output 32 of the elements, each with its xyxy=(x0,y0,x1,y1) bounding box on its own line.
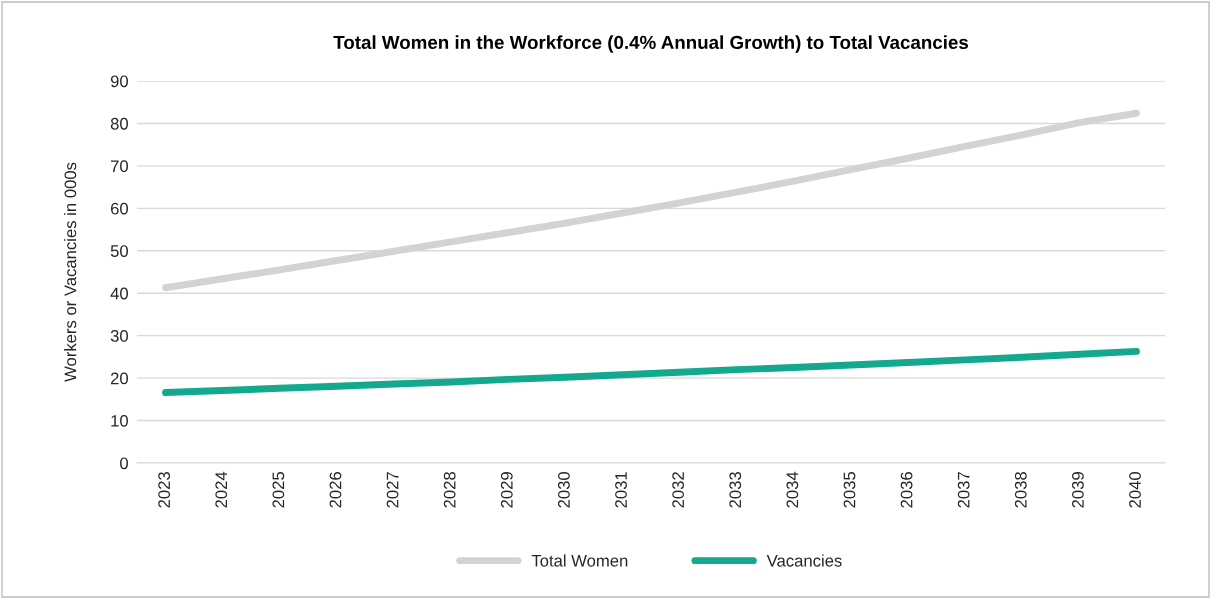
y-tick-label: 20 xyxy=(110,372,129,385)
x-tick-label: 2035 xyxy=(843,472,856,508)
x-tick-label: 2025 xyxy=(272,472,285,508)
x-tick-label: 2033 xyxy=(729,472,742,508)
x-tick-label: 2040 xyxy=(1129,471,1141,508)
x-tick-label: 2032 xyxy=(672,472,685,508)
x-tick-label: 2027 xyxy=(386,472,399,508)
x-tick-label: 2037 xyxy=(957,472,970,508)
y-tick-label: 40 xyxy=(110,287,129,300)
chart-title: Total Women in the Workforce (0.4% Annual Growth) to Total Vacancies xyxy=(333,35,969,53)
y-tick-label: 0 xyxy=(120,457,129,470)
y-tick-label: 60 xyxy=(110,202,129,215)
x-tick-label: 2028 xyxy=(443,472,456,508)
legend-label: Total Women xyxy=(531,554,628,567)
y-tick-label: 10 xyxy=(111,414,129,427)
x-tick-label: 2024 xyxy=(215,471,228,508)
y-tick-label: 30 xyxy=(110,330,129,342)
x-tick-label: 2034 xyxy=(786,471,799,508)
x-tick-label: 2039 xyxy=(1072,472,1084,508)
legend-label: Vacancies xyxy=(766,554,842,567)
y-tick-label: 70 xyxy=(110,160,129,173)
y-tick-label: 90 xyxy=(110,75,129,88)
y-tick-label: 50 xyxy=(110,245,129,257)
x-tick-label: 2029 xyxy=(500,472,513,508)
x-tick-label: 2036 xyxy=(900,472,913,508)
y-tick-label: 80 xyxy=(110,117,129,130)
x-tick-label: 2023 xyxy=(158,472,171,508)
x-tick-label: 2038 xyxy=(1014,472,1027,508)
x-tick-label: 2031 xyxy=(615,472,627,508)
x-tick-label: 2026 xyxy=(329,472,342,508)
y-axis-title: Workers or Vacancies in 000s xyxy=(64,162,77,382)
x-tick-label: 2030 xyxy=(558,471,570,508)
